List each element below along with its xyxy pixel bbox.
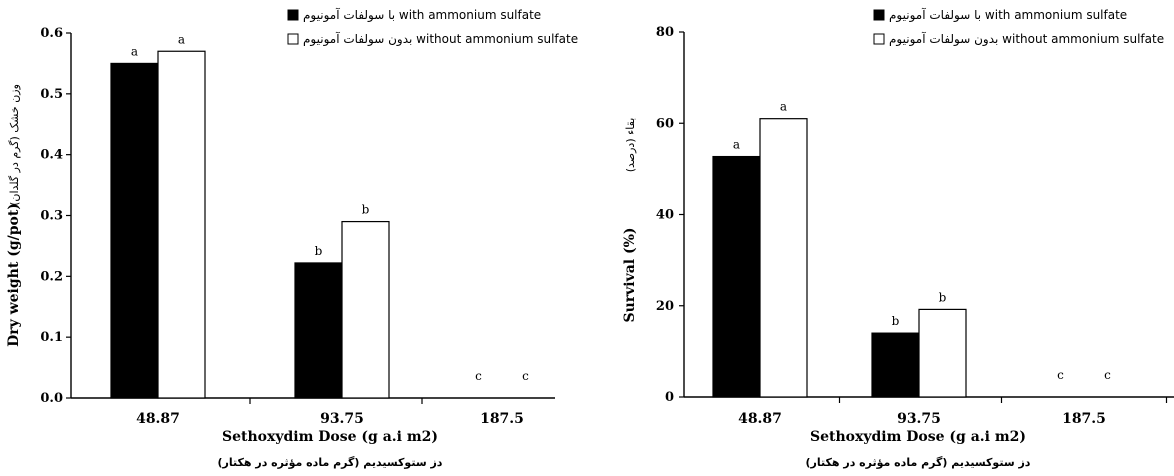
x-axis-title-persian: دز ستوکسیدیم (گرم ماده مؤثره در هکتار) [218, 456, 443, 469]
significance-label: c [1057, 368, 1064, 382]
y-tick-label: 0.0 [40, 391, 63, 406]
bar-without-1 [341, 220, 390, 399]
significance-label: c [1104, 368, 1111, 382]
significance-label: a [131, 44, 138, 58]
y-axis-title: Survival (%) [622, 227, 638, 322]
y-tick-label: 0.4 [40, 148, 63, 163]
x-axis-title: Sethoxydim Dose (g a.i m2) [222, 429, 438, 445]
y-tick-label: 40 [656, 208, 674, 223]
dry-weight-chart: 0.0 0.1 0.2 0.3 0.4 0.5 0.6 48.87 93.75 187.5 a b c a… [6, 7, 578, 469]
y-tick-label: 60 [656, 116, 674, 131]
significance-label: b [362, 203, 370, 217]
y-tick-label: 0.3 [40, 209, 63, 224]
y-axis-title-persian: بقاء (درصد) [624, 118, 637, 173]
y-tick-label: 20 [656, 299, 674, 314]
significance-label: a [178, 32, 185, 46]
y-axis-title-persian: وزن خشک (گرم در گلدان) [8, 84, 21, 206]
significance-label: b [939, 290, 947, 304]
bar-with-0 [712, 155, 761, 398]
y-tick-label: 0.1 [40, 330, 63, 345]
significance-label: a [780, 100, 787, 114]
bar-with-0 [110, 62, 159, 399]
legend: با سولفات آمونیوم with ammonium sulfate ب… [873, 7, 1164, 47]
y-tick-label: 80 [656, 25, 674, 40]
legend: با سولفات آمونیوم with ammonium sulfate ب… [287, 7, 578, 47]
x-tick-label: 187.5 [480, 411, 524, 427]
x-tick-label: 48.87 [136, 411, 180, 427]
y-tick-label: 0.6 [40, 26, 63, 41]
significance-label: b [315, 244, 323, 258]
legend-swatch-without [287, 33, 299, 45]
significance-label: c [475, 369, 482, 383]
legend-label-without: بدون سولفات آمونیوم without ammonium sul… [889, 31, 1164, 47]
y-tick-label: 0.5 [40, 87, 63, 102]
bar-with-1 [294, 262, 343, 399]
legend-label-with: با سولفات آمونیوم with ammonium sulfate [303, 7, 541, 23]
x-tick-label: 93.75 [897, 411, 941, 427]
x-tick-label: 93.75 [320, 411, 364, 427]
bar-without-0 [157, 50, 206, 399]
significance-label: c [522, 369, 529, 383]
y-tick-label: 0 [665, 390, 674, 405]
y-axis-title: Dry weight (g/pot) [6, 203, 22, 347]
y-tick-label: 0.2 [40, 269, 63, 284]
bar-without-0 [759, 118, 808, 398]
bar-with-1 [871, 332, 920, 398]
x-axis-title: Sethoxydim Dose (g a.i m2) [810, 429, 1026, 445]
x-tick-label: 187.5 [1062, 411, 1106, 427]
significance-label: a [733, 138, 740, 152]
legend-label-with: با سولفات آمونیوم with ammonium sulfate [889, 7, 1127, 23]
legend-swatch-without [873, 33, 885, 45]
x-axis-title-persian: دز ستوکسیدیم (گرم ماده مؤثره در هکتار) [806, 456, 1031, 469]
legend-swatch-with [287, 9, 299, 21]
bar-without-1 [918, 308, 967, 398]
legend-swatch-with [873, 9, 885, 21]
legend-label-without: بدون سولفات آمونیوم without ammonium sul… [303, 31, 578, 47]
x-tick-label: 48.87 [738, 411, 782, 427]
significance-label: b [892, 314, 900, 328]
